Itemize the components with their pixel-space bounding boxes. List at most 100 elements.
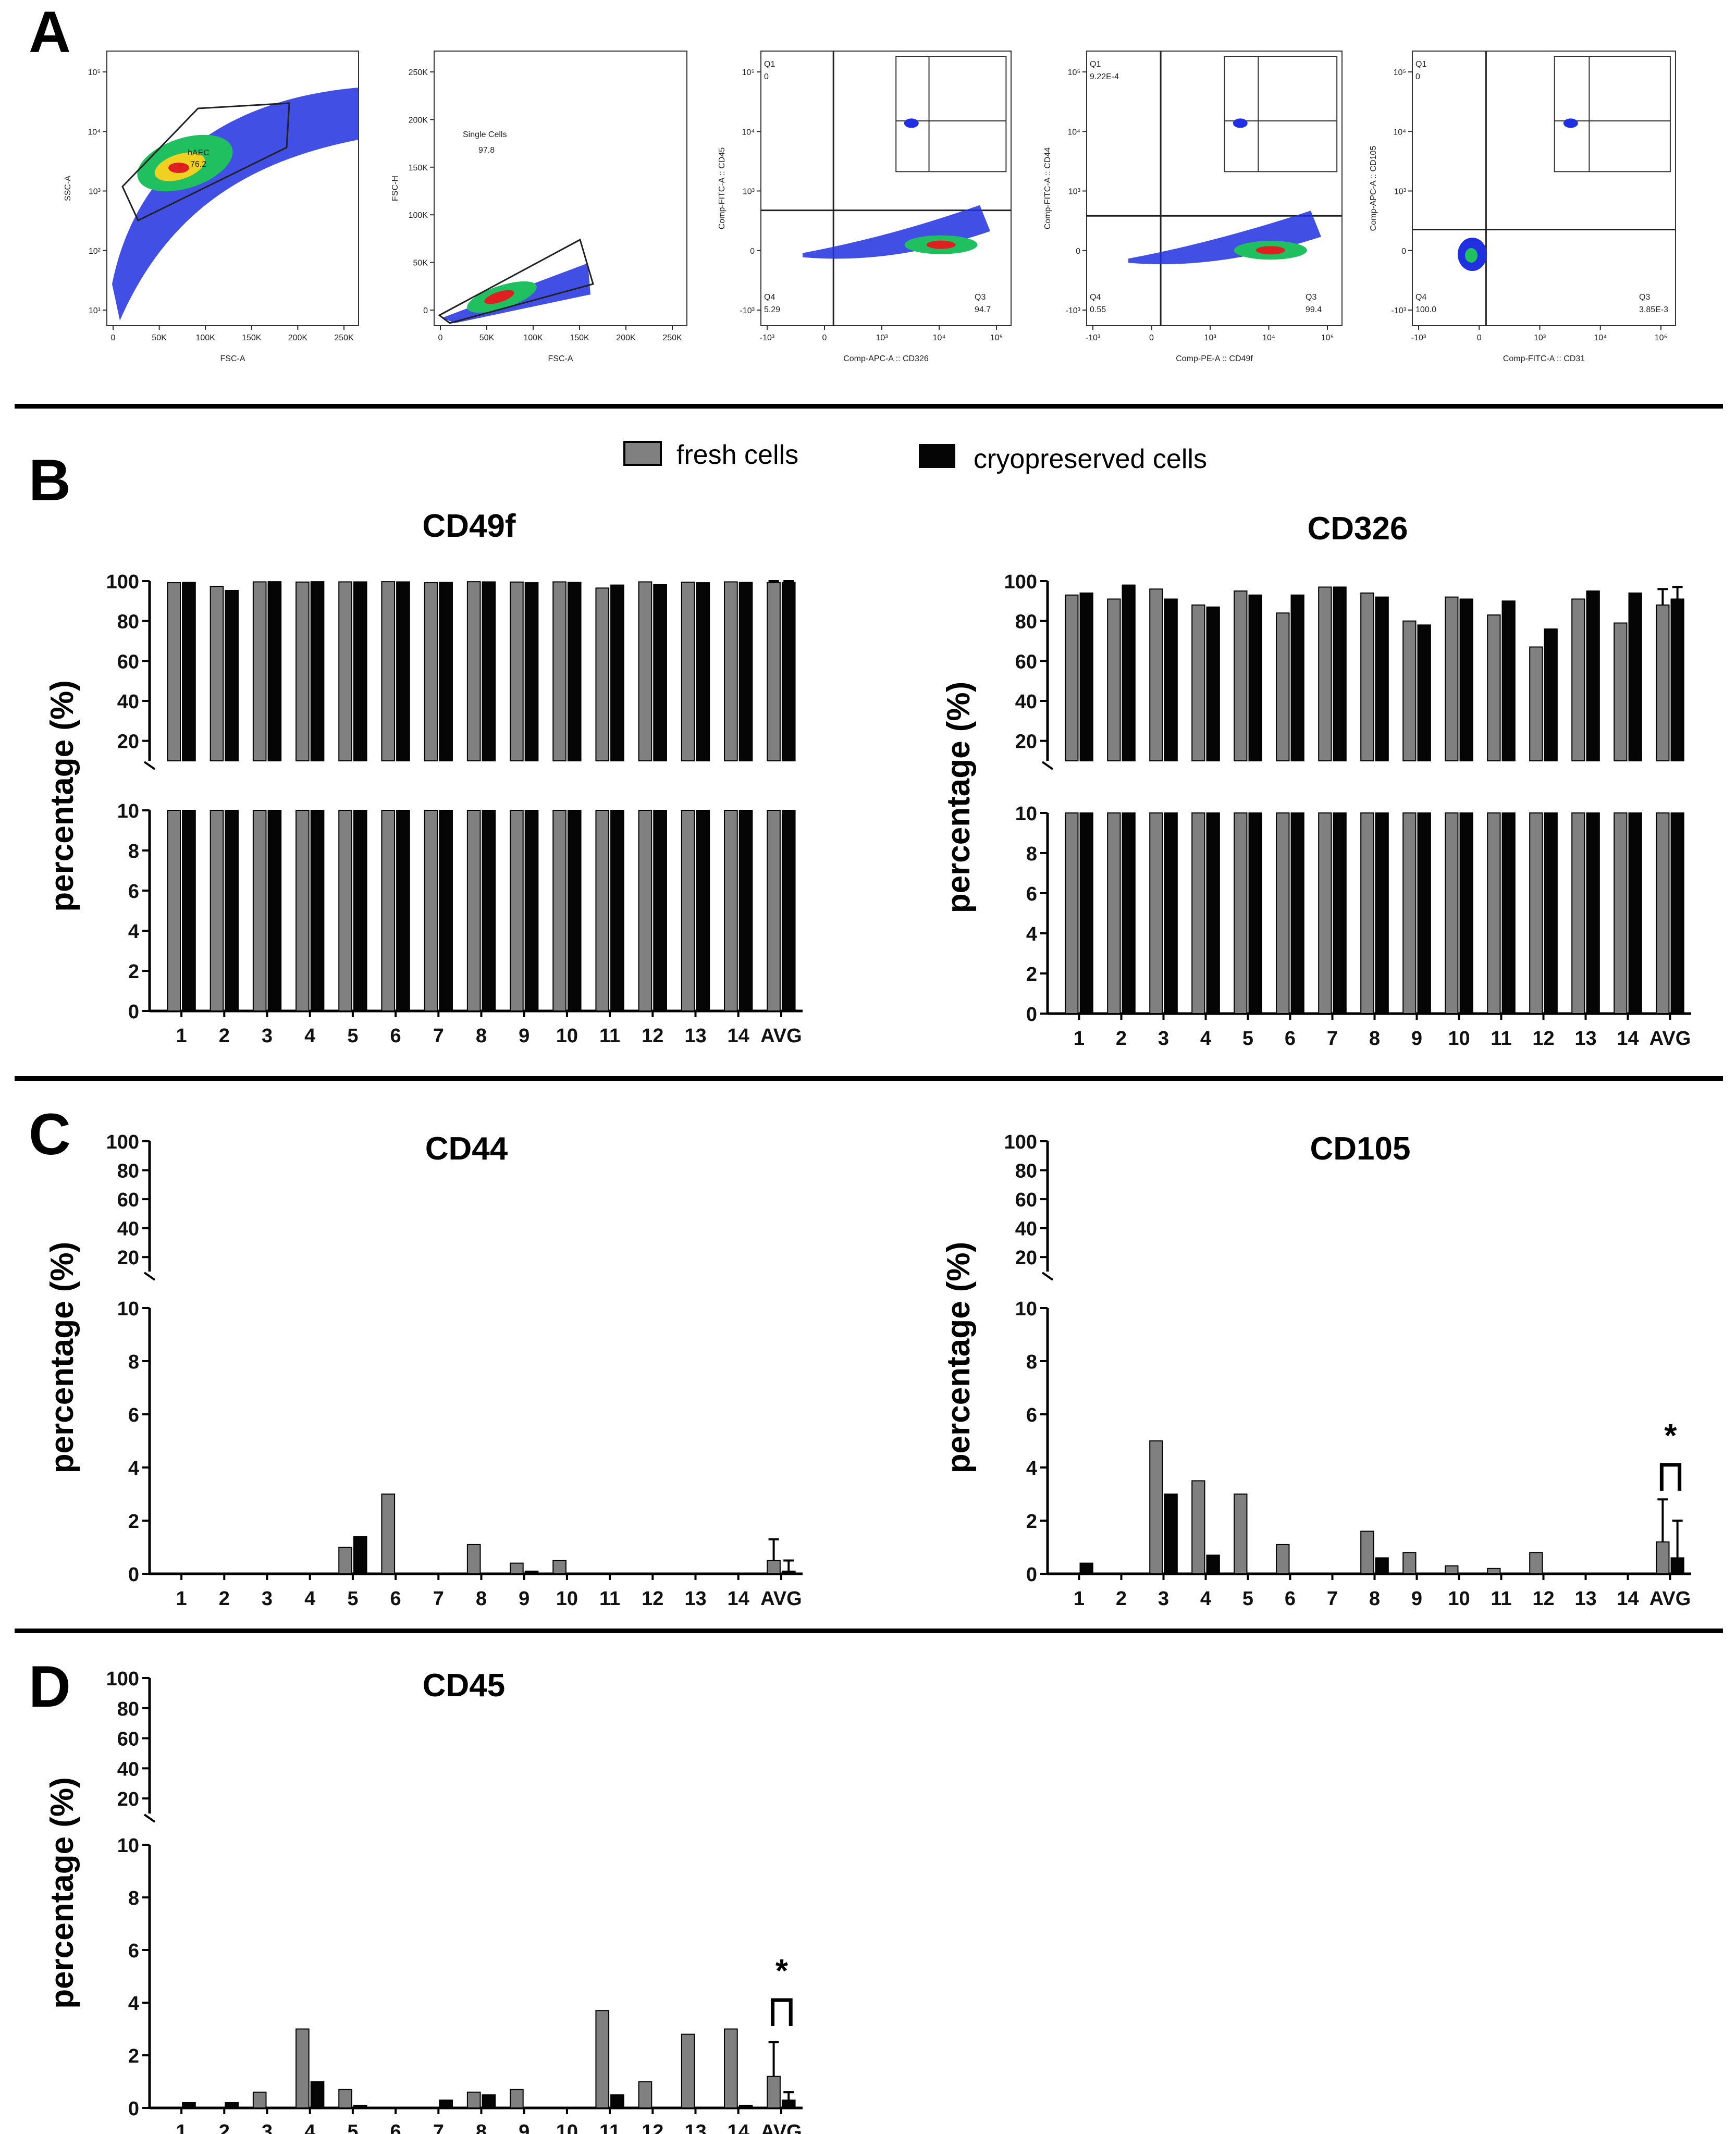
flow-ytick-label: 10² bbox=[89, 247, 101, 256]
flow-y-axis-label: Comp-FITC-A :: CD45 bbox=[718, 147, 727, 229]
chart-category-label: 3 bbox=[262, 2121, 273, 2134]
panel-separator-2 bbox=[15, 1076, 1723, 1081]
chart-category-label: 11 bbox=[1491, 1588, 1511, 1610]
bar-cryo-upper bbox=[439, 582, 453, 762]
chart-ytick-label: 40 bbox=[117, 1218, 139, 1240]
chart-ytick-label: 100 bbox=[106, 1131, 139, 1153]
flow-ytick-label: 10⁵ bbox=[1394, 68, 1406, 77]
bar-cryo-upper bbox=[267, 581, 282, 762]
chart-category-label: 8 bbox=[476, 2121, 487, 2134]
chart-ytick-label: 20 bbox=[1015, 731, 1037, 753]
flow-xtick-label: 0 bbox=[438, 334, 443, 342]
chart-category-label: 4 bbox=[1200, 1028, 1211, 1050]
flow-xtick-label: 10⁴ bbox=[933, 334, 946, 342]
bar-cryo-lower bbox=[1586, 812, 1600, 1014]
chart-ytick-label: 4 bbox=[1026, 923, 1037, 945]
bar-cryo-lower bbox=[1079, 812, 1093, 1014]
chart-category-label: AVG bbox=[760, 1588, 802, 1610]
bar-fresh-lower bbox=[1487, 812, 1501, 1014]
chart-ytick-label: 6 bbox=[1026, 1404, 1037, 1426]
chart-category-label: 2 bbox=[219, 2121, 230, 2134]
bar-fresh bbox=[1276, 1544, 1290, 1574]
chart-category-label: 11 bbox=[599, 1588, 620, 1610]
chart-category-label: 5 bbox=[347, 1588, 358, 1610]
bar-cryo-upper bbox=[182, 582, 196, 762]
flow-q3-label: Q3 bbox=[1306, 293, 1316, 302]
bar-cryo-upper bbox=[1544, 628, 1558, 761]
bar-fresh-lower bbox=[1149, 812, 1163, 1014]
chart-category-label: 6 bbox=[1285, 1588, 1296, 1610]
legend-label-fresh: fresh cells bbox=[676, 440, 798, 470]
bar-fresh-upper bbox=[510, 581, 524, 761]
bar-fresh-lower bbox=[724, 810, 738, 1012]
flow-ytick-label: 10⁵ bbox=[88, 68, 101, 77]
bar-fresh-upper bbox=[1656, 605, 1670, 761]
flow-gate-value: 97.8 bbox=[478, 146, 495, 155]
chart-category-label: 7 bbox=[433, 2121, 444, 2134]
bar-fresh-upper bbox=[1529, 646, 1543, 761]
bar-cryo-upper bbox=[482, 581, 496, 761]
chart-category-label: 14 bbox=[728, 2121, 749, 2134]
flow-ytick-label: 0 bbox=[1076, 247, 1080, 256]
bar-cryo-upper bbox=[1628, 593, 1642, 761]
chart-title: CD45 bbox=[423, 1668, 506, 1704]
flow-xtick-label: 10⁵ bbox=[1321, 334, 1334, 342]
flow-xtick-label: -10³ bbox=[1411, 334, 1426, 342]
flow-q3-value: 94.7 bbox=[975, 305, 991, 314]
flow-q4-label: Q4 bbox=[764, 293, 775, 302]
chart-ytick-label: 0 bbox=[1026, 1004, 1037, 1026]
chart-ytick-label: 8 bbox=[1026, 1351, 1037, 1373]
flow-xtick-label: 0 bbox=[1477, 334, 1482, 342]
chart-ytick-label: 100 bbox=[106, 571, 139, 593]
flow-ytick-label: 10⁵ bbox=[742, 68, 755, 77]
bar-fresh-lower bbox=[381, 810, 396, 1012]
flow-density-peak bbox=[926, 240, 956, 249]
flow-xtick-label: -10³ bbox=[1086, 334, 1101, 342]
flow-inset bbox=[1224, 56, 1338, 172]
flow-xtick-label: 250K bbox=[334, 334, 354, 342]
bar-cryo-lower bbox=[1206, 812, 1220, 1014]
bar-cryo-upper bbox=[310, 581, 325, 762]
chart-ytick-label: 6 bbox=[128, 1940, 139, 1962]
flow-q1-label: Q1 bbox=[1415, 60, 1426, 69]
flow-ytick-label: 10³ bbox=[1394, 188, 1407, 196]
bar-fresh bbox=[1191, 1480, 1205, 1574]
chart-category-label: 4 bbox=[1200, 1588, 1211, 1610]
bar-fresh bbox=[1234, 1494, 1248, 1574]
flow-gate-name: Single Cells bbox=[463, 130, 507, 139]
bar-cryo bbox=[1079, 1562, 1093, 1575]
flow-ytick-label: 10⁴ bbox=[88, 128, 101, 137]
flow-x-axis-label: Comp-FITC-A :: CD31 bbox=[1503, 354, 1585, 363]
bar-cryo bbox=[310, 2081, 325, 2108]
significance-marker: * bbox=[775, 1953, 789, 1989]
bar-cryo-lower bbox=[310, 810, 325, 1012]
chart-ytick-label: 10 bbox=[117, 1298, 139, 1320]
chart-category-label: 3 bbox=[1158, 1588, 1169, 1610]
chart-category-label: 3 bbox=[262, 1025, 273, 1047]
flow-xtick-label: 10⁵ bbox=[990, 334, 1003, 342]
chart-ytick-label: 80 bbox=[117, 1698, 139, 1720]
flow-xtick-label: 10⁴ bbox=[1262, 334, 1275, 342]
flow-ytick-label: -10³ bbox=[1392, 306, 1407, 315]
chart-category-label: 13 bbox=[1574, 1028, 1596, 1050]
chart-ytick-label: 0 bbox=[1026, 1564, 1037, 1586]
flow-q4-label: Q4 bbox=[1090, 293, 1101, 302]
flow-ytick-label: 10³ bbox=[743, 188, 755, 196]
chart-category-label: 12 bbox=[1532, 1588, 1554, 1610]
bar-cryo bbox=[353, 2104, 367, 2108]
chart-category-label: 13 bbox=[1574, 1588, 1596, 1610]
chart-ytick-label: 2 bbox=[128, 1511, 139, 1533]
flow-ytick-label: 100K bbox=[409, 211, 428, 220]
panel-separator-1 bbox=[15, 404, 1723, 409]
flow-q3-value: 99.4 bbox=[1306, 305, 1322, 314]
chart-category-label: 5 bbox=[1242, 1588, 1253, 1610]
bar-fresh-lower bbox=[167, 810, 181, 1012]
bar-fresh-upper bbox=[424, 582, 438, 761]
bar-cryo-lower bbox=[1670, 812, 1684, 1014]
chart-ytick-label: 2 bbox=[128, 2045, 139, 2067]
bar-fresh bbox=[638, 2081, 652, 2108]
bar-cryo bbox=[781, 2099, 796, 2109]
chart-category-label: 1 bbox=[176, 1025, 187, 1047]
